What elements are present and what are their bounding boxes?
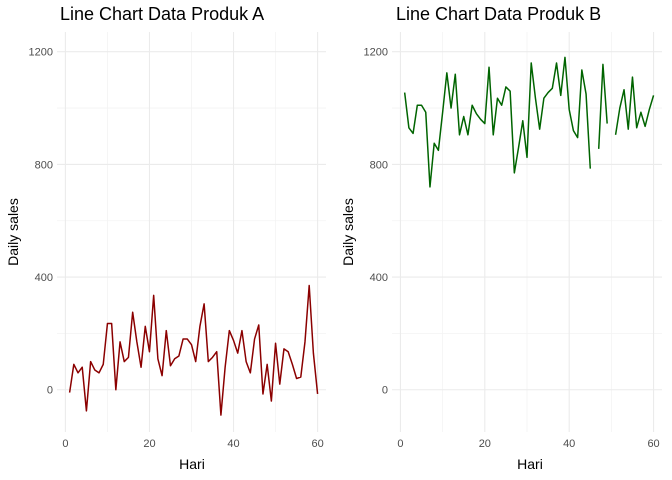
chart-b-y-tick-label: 400 xyxy=(370,272,388,284)
chart-b-x-tick-label: 0 xyxy=(397,438,403,450)
chart-a-y-tick-label: 800 xyxy=(35,159,53,171)
chart-a-series-line xyxy=(68,284,319,416)
chart-b-x-tick-label: 40 xyxy=(563,438,575,450)
chart-b-y-tick-label: 1200 xyxy=(364,47,388,59)
chart-b-series-line xyxy=(597,63,608,149)
chart-a-y-tick-label: 0 xyxy=(47,385,53,397)
chart-b-title: Line Chart Data Produk B xyxy=(396,4,601,24)
chart-panel-b: 0 20 40 60 0 400 800 1200 Line Chart Data Produk… xyxy=(340,4,662,472)
chart-b-series-line xyxy=(403,56,592,188)
chart-b-series-line xyxy=(614,76,655,135)
chart-a-x-tick-label: 40 xyxy=(227,438,239,450)
chart-panel-a: 0 20 40 60 0 400 800 1200 Line Chart Data Produk… xyxy=(5,4,326,472)
chart-b-x-axis-label: Hari xyxy=(517,456,543,472)
chart-a-x-tick-label: 60 xyxy=(311,438,323,450)
chart-b-y-axis-label: Daily sales xyxy=(340,198,356,266)
chart-a-x-axis-label: Hari xyxy=(179,456,205,472)
chart-b-x-tick-label: 60 xyxy=(647,438,659,450)
chart-a-title: Line Chart Data Produk A xyxy=(60,4,264,24)
chart-b-y-tick-label: 0 xyxy=(382,385,388,397)
chart-a-y-tick-label: 400 xyxy=(35,272,53,284)
chart-a-y-tick-label: 1200 xyxy=(29,47,53,59)
chart-b-y-tick-label: 800 xyxy=(370,159,388,171)
chart-a-x-tick-label: 0 xyxy=(62,438,68,450)
chart-b-x-tick-label: 20 xyxy=(479,438,491,450)
chart-a-y-axis-label: Daily sales xyxy=(5,198,21,266)
chart-a-x-tick-label: 20 xyxy=(143,438,155,450)
